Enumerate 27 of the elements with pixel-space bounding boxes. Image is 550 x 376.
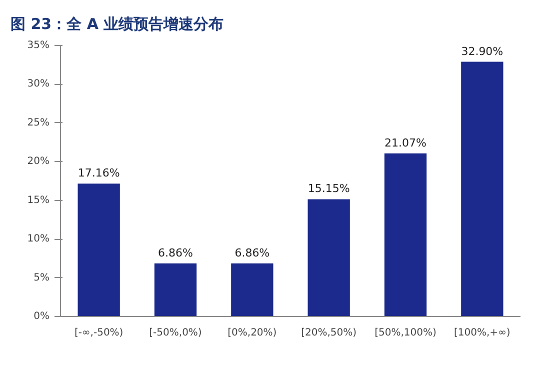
- x-tick-label: [50%,100%): [374, 328, 436, 338]
- y-tick-label: 30%: [27, 78, 50, 90]
- y-tick-label: 20%: [27, 156, 50, 168]
- data-label: 17.16%: [78, 166, 120, 180]
- bar: [461, 62, 504, 316]
- bar: [231, 263, 274, 316]
- y-tick-label: 10%: [27, 234, 50, 245]
- y-tick-label: 15%: [27, 194, 50, 206]
- x-tick-label: [0%,20%): [228, 328, 277, 338]
- data-label: 21.07%: [384, 136, 426, 150]
- x-tick-label: [100%,+∞): [454, 328, 510, 338]
- y-tick-label: 0%: [34, 311, 50, 322]
- y-tick-label: 5%: [34, 272, 50, 284]
- y-tick-label: 35%: [27, 40, 50, 51]
- data-label: 6.86%: [158, 246, 193, 260]
- bar: [154, 263, 197, 316]
- bar: [308, 199, 350, 316]
- x-tick-label: [-50%,0%): [149, 328, 202, 338]
- bar: [384, 153, 427, 316]
- x-tick-label: [-∞,-50%): [74, 328, 124, 338]
- data-label: 6.86%: [234, 246, 270, 260]
- bar: [78, 184, 120, 316]
- chart-title: 图 23：全 A 业绩预告增速分布: [10, 15, 224, 33]
- y-tick-label: 25%: [27, 117, 50, 128]
- data-label: 15.15%: [308, 182, 350, 196]
- x-tick-label: [20%,50%): [301, 328, 357, 338]
- data-label: 32.90%: [461, 44, 504, 58]
